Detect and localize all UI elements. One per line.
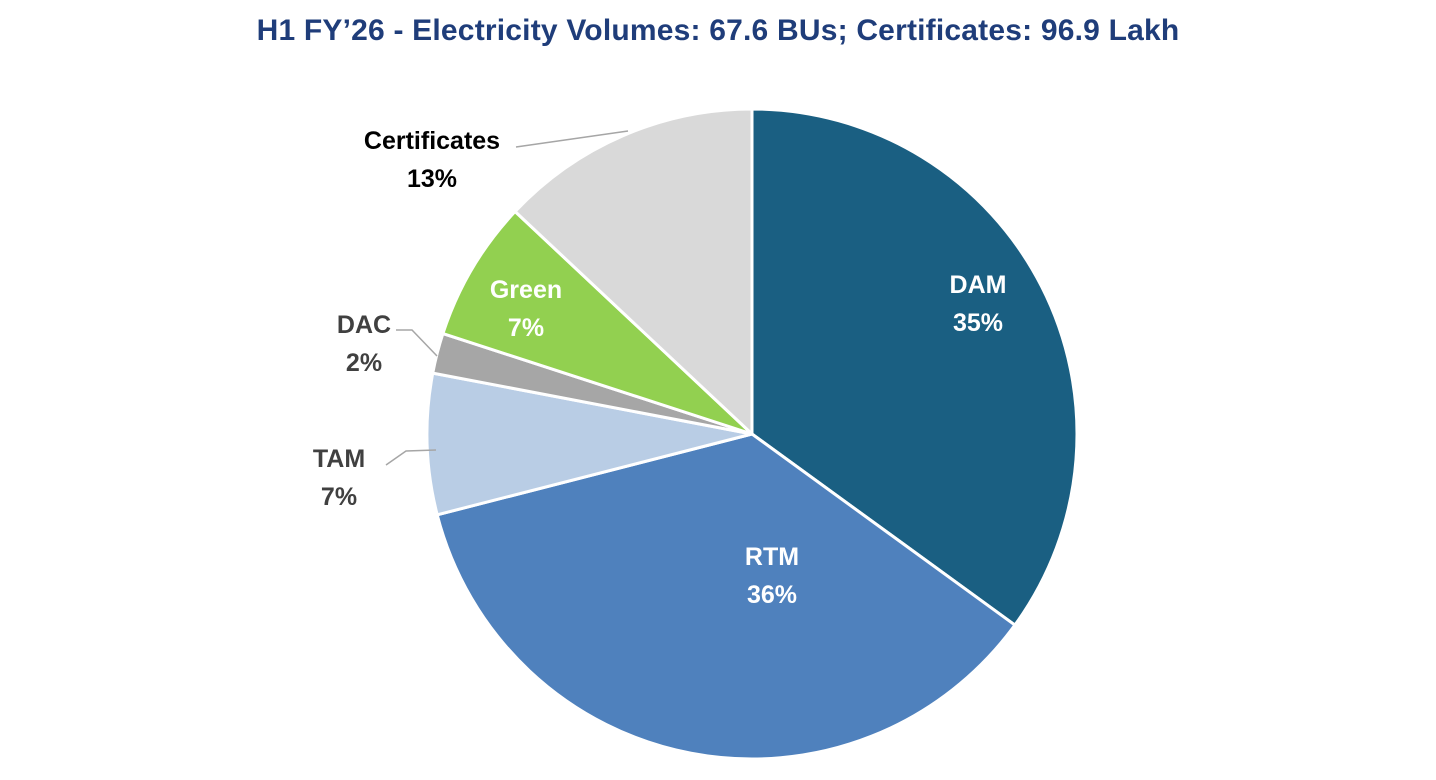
- pie-slice-tam: [425, 371, 754, 517]
- slice-label-value-dam: 35%: [953, 309, 1003, 337]
- pie-slices: [425, 107, 1079, 761]
- pie-slice-green: [441, 210, 754, 436]
- slice-label-name-green: Green: [490, 276, 562, 304]
- pie-slice-certificates: [513, 107, 754, 436]
- slice-label-value-green: 7%: [508, 314, 544, 342]
- slice-label-value-dac: 2%: [346, 349, 382, 377]
- slice-label-name-tam: TAM: [313, 445, 365, 473]
- slice-label-value-rtm: 36%: [747, 581, 797, 609]
- pie-slice-rtm: [435, 432, 1017, 761]
- leader-line-certificates: [515, 130, 629, 148]
- slice-label-value-tam: 7%: [321, 483, 357, 511]
- pie-slice-dam: [750, 107, 1079, 627]
- slice-label-name-dam: DAM: [950, 271, 1007, 299]
- slice-label-name-certificates: Certificates: [364, 127, 500, 155]
- leader-line-dac: [396, 329, 438, 357]
- leader-line-tam: [385, 449, 437, 466]
- pie-labels: DAM 35% RTM 36% TAM 7% DAC 2% Green 7% Certificate…: [313, 127, 1007, 609]
- slice-label-value-certificates: 13%: [407, 165, 457, 193]
- chart-title: H1 FY’26 - Electricity Volumes: 67.6 BUs…: [256, 14, 1180, 47]
- slice-label-name-dac: DAC: [337, 311, 391, 339]
- slice-label-name-rtm: RTM: [745, 543, 799, 571]
